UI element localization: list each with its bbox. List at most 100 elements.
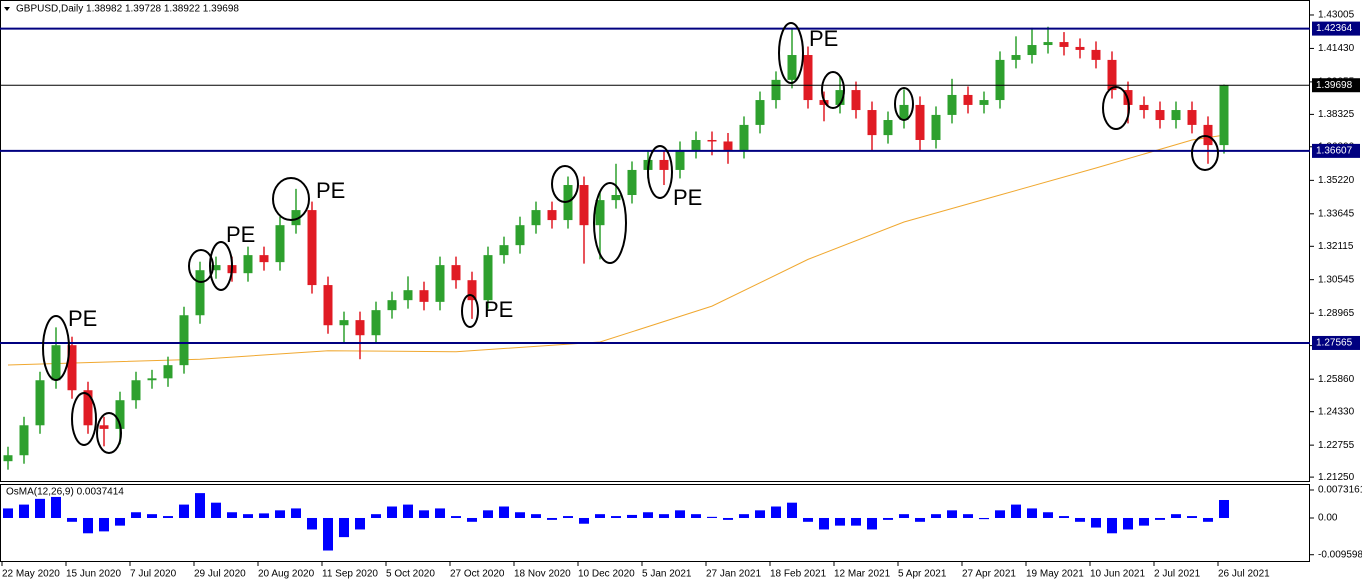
candle-body bbox=[1107, 59, 1117, 91]
osma-header: OsMA(12,26,9) 0.0037414 bbox=[6, 487, 124, 498]
level-label: 1.39698 bbox=[1316, 80, 1353, 91]
osma-bar bbox=[131, 512, 141, 518]
candle-body bbox=[659, 159, 669, 170]
ellipse bbox=[461, 294, 479, 328]
osma-bar bbox=[595, 514, 605, 518]
x-tick-label: 27 Oct 2020 bbox=[450, 569, 505, 580]
candle-body bbox=[947, 94, 957, 115]
osma-bar bbox=[707, 516, 717, 518]
candle-body bbox=[387, 300, 397, 311]
osma-bar bbox=[995, 510, 1005, 518]
annotations: PE PE PE PE PE PE bbox=[42, 22, 1219, 454]
candle-body bbox=[339, 320, 349, 326]
candle-body bbox=[739, 124, 749, 150]
osma-bar bbox=[67, 517, 77, 522]
candle-body bbox=[211, 265, 221, 271]
candle-body bbox=[931, 114, 941, 140]
osma-bar bbox=[835, 517, 845, 526]
level-label-box bbox=[1312, 78, 1360, 93]
ellipse bbox=[894, 87, 914, 121]
candle-body bbox=[755, 100, 765, 125]
osma-bar bbox=[3, 508, 13, 518]
x-tick-label: 22 May 2020 bbox=[2, 569, 60, 580]
candle-body bbox=[51, 345, 61, 381]
candle-body bbox=[323, 285, 333, 326]
candle-body bbox=[1091, 49, 1101, 60]
x-tick-label: 15 Jun 2020 bbox=[66, 569, 121, 580]
x-tick-label: 19 May 2021 bbox=[1026, 569, 1084, 580]
candle-body bbox=[291, 210, 301, 226]
candle-body bbox=[515, 225, 525, 246]
y-tick-label: 1.21250 bbox=[1318, 472, 1355, 483]
candle-body bbox=[867, 110, 877, 136]
osma-bar bbox=[275, 510, 285, 518]
osma-bar bbox=[1075, 517, 1085, 522]
y-tick-label: 1.28965 bbox=[1318, 308, 1355, 319]
x-tick-label: 20 Aug 2020 bbox=[258, 569, 315, 580]
osma-bar bbox=[915, 517, 925, 522]
candle-body bbox=[371, 310, 381, 336]
osma-bar bbox=[1091, 517, 1101, 528]
osma-bar bbox=[819, 517, 829, 530]
osma-bar bbox=[291, 508, 301, 518]
osma-bar bbox=[851, 517, 861, 526]
x-tick-label: 18 Nov 2020 bbox=[514, 569, 571, 580]
osma-bar bbox=[787, 502, 797, 518]
candle-body bbox=[627, 169, 637, 196]
candle-body bbox=[307, 210, 317, 286]
candle-body bbox=[963, 94, 973, 105]
osma-bar bbox=[99, 517, 109, 532]
candle-body bbox=[675, 149, 685, 170]
x-tick-label: 5 Oct 2020 bbox=[386, 569, 435, 580]
osma-bar bbox=[51, 496, 61, 518]
candle-body bbox=[1203, 124, 1213, 146]
osma-bar bbox=[1011, 504, 1021, 518]
level-label-box bbox=[1312, 21, 1360, 36]
candle-body bbox=[851, 90, 861, 111]
osma-bar bbox=[1027, 508, 1037, 518]
osma-bar bbox=[563, 516, 573, 518]
osma-bar bbox=[515, 512, 525, 518]
candle-body bbox=[35, 380, 45, 426]
candle-body bbox=[1171, 110, 1181, 121]
x-tick-label: 26 Jul 2021 bbox=[1218, 569, 1270, 580]
osma-bar bbox=[451, 516, 461, 518]
ellipse bbox=[272, 177, 310, 221]
candle-body bbox=[915, 104, 925, 140]
level-label: 1.36607 bbox=[1316, 146, 1353, 157]
osma-bar bbox=[675, 510, 685, 518]
candle-body bbox=[547, 210, 557, 221]
osma-bar bbox=[627, 514, 637, 518]
y-tick-label: 0.0073161 bbox=[1318, 485, 1362, 496]
candle-body bbox=[1027, 45, 1037, 56]
candle-body bbox=[1059, 42, 1069, 47]
candle-body bbox=[3, 455, 13, 462]
candle-body bbox=[595, 200, 605, 226]
ellipse bbox=[1191, 135, 1219, 171]
level-label-box bbox=[1312, 143, 1360, 158]
candle-body bbox=[1043, 42, 1053, 46]
osma-bar bbox=[1171, 514, 1181, 518]
osma-bar bbox=[387, 506, 397, 518]
osma-bar bbox=[1187, 516, 1197, 518]
ellipse bbox=[96, 412, 122, 454]
osma-bar bbox=[723, 517, 733, 520]
osma-bar bbox=[547, 517, 557, 520]
ellipse bbox=[71, 392, 97, 446]
candle-body bbox=[499, 245, 509, 256]
osma-bar bbox=[403, 504, 413, 518]
osma-bar bbox=[1059, 516, 1069, 518]
y-tick-label: 1.24330 bbox=[1318, 406, 1355, 417]
candle-body bbox=[179, 315, 189, 366]
y-tick-label: 1.30545 bbox=[1318, 274, 1355, 285]
osma-bar bbox=[691, 514, 701, 518]
y-tick-label: 1.43005 bbox=[1318, 10, 1355, 21]
x-tick-label: 7 Jul 2020 bbox=[130, 569, 177, 580]
candle-body bbox=[19, 425, 29, 456]
candle-body bbox=[723, 141, 733, 150]
y-tick-label: 1.41430 bbox=[1318, 43, 1355, 54]
osma-bar bbox=[227, 512, 237, 518]
osma-bar bbox=[467, 517, 477, 522]
price-panel bbox=[0, 0, 1310, 482]
